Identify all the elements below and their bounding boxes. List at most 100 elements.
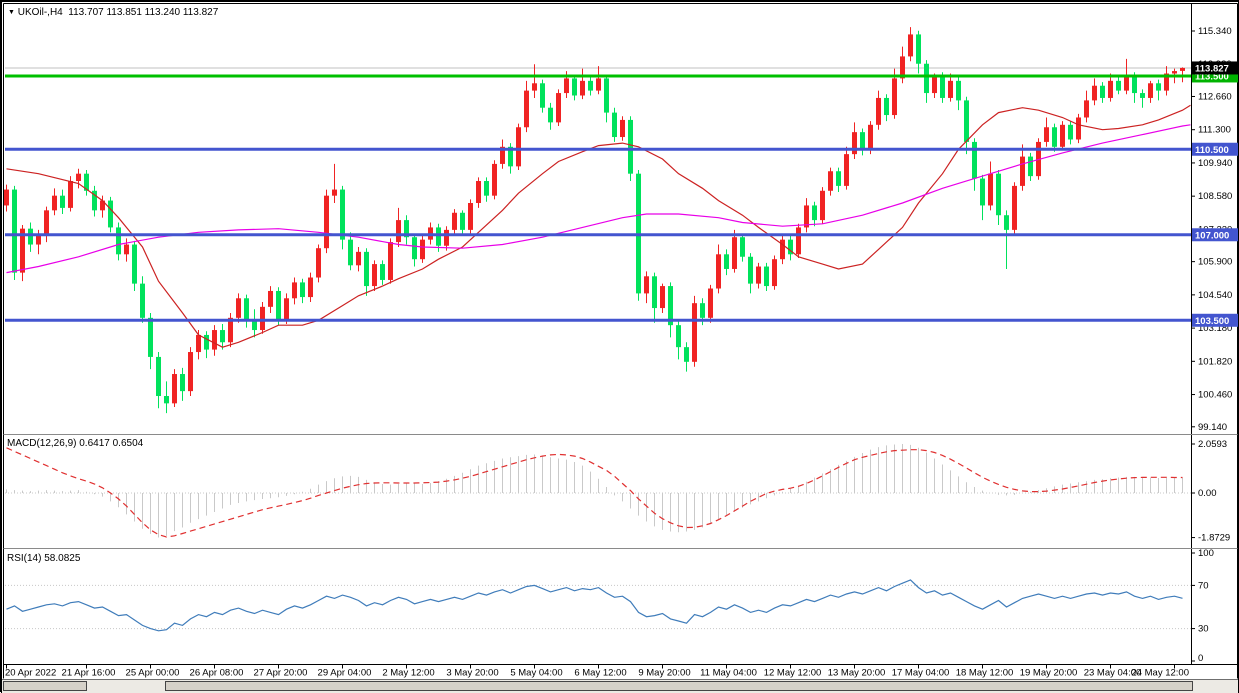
candle-body <box>140 284 145 318</box>
scrollbar-thumb[interactable] <box>165 681 1193 691</box>
candle-body <box>436 227 441 245</box>
candle-body <box>276 291 281 319</box>
candle-down <box>132 241 137 291</box>
candle-body <box>332 190 337 196</box>
candle-body <box>1068 125 1073 140</box>
candle-body <box>1076 117 1081 139</box>
candle-body <box>1004 215 1009 230</box>
candle-body <box>1012 186 1017 230</box>
candle-body <box>596 78 601 90</box>
candle-body <box>220 330 225 342</box>
candle-body <box>1020 157 1025 186</box>
time-axis-label: 2 May 12:00 <box>382 668 434 679</box>
rsi-tick-label: 70 <box>1198 580 1209 591</box>
candle-body <box>28 229 33 245</box>
candle-body <box>988 174 993 206</box>
candle-body <box>924 64 929 93</box>
candle-body <box>956 81 961 101</box>
time-axis-label: 17 May 04:00 <box>892 668 950 679</box>
time-axis-label: 11 May 04:00 <box>700 668 757 679</box>
candle-up <box>492 160 497 199</box>
candle-body <box>156 357 161 396</box>
candle-body <box>244 298 249 320</box>
candle-body <box>1052 127 1057 147</box>
candle-body <box>892 78 897 115</box>
candle-body <box>932 76 937 93</box>
candle-body <box>812 205 817 220</box>
candle-body <box>716 254 721 288</box>
candle-body <box>164 396 169 403</box>
candle-body <box>604 78 609 112</box>
candle-body <box>412 237 417 259</box>
time-axis-label: 9 May 20:00 <box>638 668 690 679</box>
candle-body <box>644 276 649 293</box>
candle-down <box>612 108 617 142</box>
candle-body <box>700 303 705 318</box>
time-axis-label: 24 May 12:00 <box>1131 668 1189 679</box>
time-axis-label: 19 May 20:00 <box>1020 668 1078 679</box>
candle-body <box>1156 83 1161 90</box>
candle-body <box>836 171 841 186</box>
candle-down <box>12 186 17 280</box>
candle-body <box>68 181 73 208</box>
level-price-tag: 107.000 <box>1192 228 1238 241</box>
candle-body <box>348 240 353 266</box>
candle-body <box>356 252 361 265</box>
macd-panel[interactable] <box>4 436 1191 548</box>
time-axis-label: 25 Apr 00:00 <box>126 668 180 679</box>
candle-body <box>260 307 265 330</box>
candle-body <box>724 254 729 269</box>
candle-body <box>1060 125 1065 147</box>
time-axis-label: 12 May 12:00 <box>764 668 822 679</box>
ohlc-readout: 113.707 113.851 113.240 113.827 <box>68 7 218 18</box>
candle-up <box>172 369 177 407</box>
candle-body <box>460 213 465 230</box>
candle-up <box>1012 182 1017 235</box>
candle-body <box>652 276 657 308</box>
candle-down <box>540 80 545 113</box>
candle-body <box>124 245 129 255</box>
candle-body <box>948 81 953 98</box>
candle-body <box>1044 127 1049 142</box>
candle-up <box>516 124 521 170</box>
rsi-panel[interactable] <box>4 550 1191 664</box>
candle-body <box>516 127 521 166</box>
price-tick-label: 101.820 <box>1198 356 1232 367</box>
candle-body <box>996 174 1001 216</box>
candle-body <box>980 179 985 206</box>
rsi-tick-label: 100 <box>1198 548 1214 559</box>
candle-body <box>1092 86 1097 101</box>
candle-up <box>388 238 393 283</box>
time-axis-label: 29 Apr 04:00 <box>318 668 372 679</box>
candle-body <box>292 282 297 298</box>
candle-body <box>1140 93 1145 98</box>
macd-indicator-label: MACD(12,26,9) 0.6417 0.6504 <box>7 438 143 449</box>
scrollbar-left-block[interactable] <box>3 681 87 691</box>
time-axis-label: 27 Apr 20:00 <box>254 668 308 679</box>
macd-tick-label: -1.8729 <box>1198 533 1230 544</box>
price-tick-label: 105.900 <box>1198 257 1232 268</box>
candle-body <box>484 181 489 196</box>
candle-up <box>708 285 713 323</box>
candle-body <box>940 76 945 98</box>
candle-body <box>268 291 273 307</box>
candle-up <box>772 256 777 290</box>
candle-body <box>564 78 569 93</box>
candle-up <box>188 347 193 396</box>
time-axis-label: 26 Apr 08:00 <box>190 668 244 679</box>
candle-body <box>148 318 153 357</box>
rsi-indicator-label: RSI(14) 58.0825 <box>7 553 80 564</box>
level-price-tag-text: 107.000 <box>1195 230 1229 241</box>
candle-body <box>4 190 9 206</box>
candle-body <box>764 267 769 287</box>
candle-body <box>60 196 65 208</box>
candle-up <box>1076 114 1081 143</box>
level-price-tag-text: 110.500 <box>1195 145 1229 156</box>
price-tick-label: 100.460 <box>1198 390 1232 401</box>
symbol-dropdown-icon[interactable]: ▼ <box>8 9 15 16</box>
candle-up <box>468 199 473 233</box>
time-axis-label: 13 May 20:00 <box>828 668 886 679</box>
candle-body <box>908 34 913 56</box>
